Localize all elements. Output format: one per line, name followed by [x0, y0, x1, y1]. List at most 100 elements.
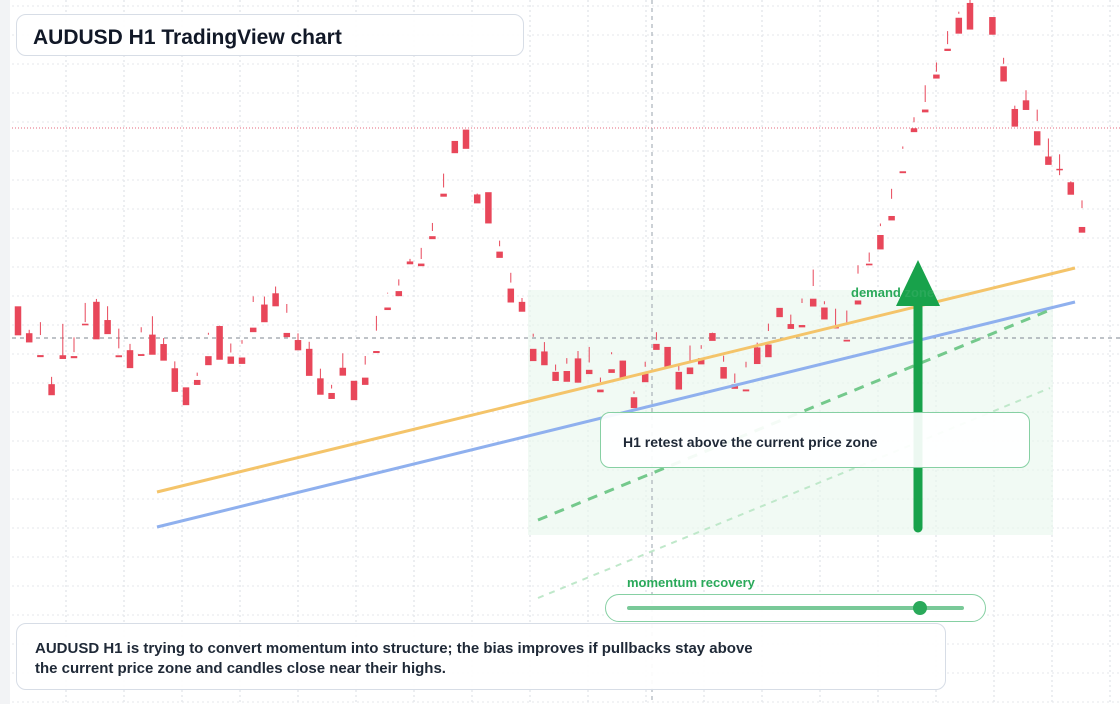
bearish-candle-body [205, 356, 212, 366]
bearish-candle-body [989, 17, 996, 35]
bearish-candle-body [137, 354, 145, 356]
bearish-candle-body [182, 387, 190, 406]
bearish-candle-body [249, 327, 257, 333]
price-scale-strip [0, 0, 10, 704]
bearish-candle-body [294, 340, 302, 351]
bearish-candle-body [339, 367, 347, 376]
bearish-candle-body [429, 236, 436, 240]
bearish-candle-body [1067, 182, 1075, 195]
bearish-candle-body [574, 358, 582, 383]
bearish-candle-body [496, 251, 503, 258]
bearish-candle-body [910, 128, 918, 133]
bearish-candle-body [451, 140, 459, 154]
bearish-candle-body [877, 234, 884, 250]
bearish-candle-body [608, 369, 615, 373]
bearish-candle-body [507, 288, 515, 303]
bearish-candle-body [944, 48, 951, 51]
bearish-candle-body [25, 333, 33, 343]
bearish-candle-body [395, 291, 403, 297]
bearish-candle-body [552, 371, 559, 381]
bearish-candle-body [1022, 100, 1030, 110]
bearish-candle-body [675, 371, 683, 390]
bearish-candle-body [753, 347, 761, 365]
bearish-candle-body [563, 371, 571, 382]
bearish-candle-body [518, 301, 526, 312]
bearish-candle-body [641, 373, 649, 383]
retest-callout-box: H1 retest above the current price zone [600, 412, 1030, 468]
bearish-candle-body [933, 74, 940, 79]
bearish-candle-body [709, 333, 716, 341]
bearish-candle-body [955, 17, 963, 34]
bearish-candle-body [126, 350, 134, 369]
bearish-candle-body [619, 360, 627, 378]
momentum-indicator [605, 594, 986, 622]
demand-zone-label: demand zone [851, 285, 935, 300]
summary-text: AUDUSD H1 is trying to convert momentum … [35, 640, 753, 677]
bearish-candle-body [37, 355, 44, 358]
bearish-candle-body [406, 261, 414, 265]
bearish-candle-body [115, 355, 123, 358]
bearish-candle-body [585, 369, 593, 375]
bearish-candle-body [742, 389, 750, 392]
bearish-candle-body [473, 194, 481, 204]
bearish-candle-body [854, 300, 862, 305]
candles-layer [14, 0, 1086, 409]
bearish-candle-body [843, 339, 851, 342]
bearish-candle-body [14, 306, 22, 336]
bearish-candle-body [1078, 226, 1086, 233]
bearish-candle-body [921, 109, 929, 113]
bearish-candle-body [597, 389, 604, 393]
momentum-label: momentum recovery [627, 575, 755, 590]
bearish-candle-body [305, 348, 313, 376]
green-upward-arrow-head [896, 260, 940, 306]
bearish-candle-body [664, 346, 671, 367]
bearish-candle-body [417, 263, 425, 267]
bearish-candle-body [720, 367, 727, 379]
bearish-candle-body [59, 355, 67, 359]
bearish-candle-body [93, 301, 100, 340]
bearish-candle-body [317, 378, 324, 395]
bearish-candle-body [462, 129, 470, 149]
momentum-track [627, 606, 964, 610]
bearish-candle-body [70, 356, 78, 359]
bearish-candle-body [697, 358, 705, 365]
bearish-candle-body [966, 2, 974, 30]
bearish-candle-body [440, 193, 447, 197]
bearish-candle-body [48, 384, 55, 396]
bearish-candle-body [888, 215, 895, 221]
bearish-candle-body [809, 298, 817, 307]
title-box: AUDUSD H1 TradingView chart [16, 14, 524, 56]
bearish-candle-body [238, 357, 246, 364]
bearish-candle-body [361, 377, 369, 385]
bearish-candle-body [1000, 66, 1007, 82]
momentum-knob [913, 601, 928, 615]
bearish-candle-body [216, 326, 223, 360]
bearish-candle-body [104, 320, 111, 335]
bearish-candle-body [541, 351, 548, 366]
bearish-candle-body [529, 348, 537, 362]
bearish-candle-body [350, 380, 358, 401]
bearish-candle-body [384, 307, 391, 311]
bearish-candle-body [171, 368, 179, 392]
bearish-candle-body [261, 304, 268, 323]
bearish-candle-body [1045, 156, 1052, 165]
bearish-candle-body [328, 392, 335, 399]
bearish-candle-body [787, 324, 795, 329]
bearish-candle-body [653, 343, 660, 350]
bearish-candle-body [686, 367, 694, 375]
retest-callout-text: H1 retest above the current price zone [623, 434, 878, 450]
bearish-candle-body [160, 344, 167, 361]
summary-box: AUDUSD H1 is trying to convert momentum … [16, 623, 946, 690]
bearish-candle-body [798, 325, 806, 328]
bearish-candle-body [821, 307, 828, 320]
bearish-candle-body [1033, 131, 1041, 146]
bearish-candle-body [776, 307, 783, 318]
bearish-candle-body [865, 263, 873, 266]
bearish-candle-body [193, 379, 201, 385]
bearish-candle-body [630, 397, 638, 409]
bearish-candle-body [272, 293, 279, 307]
bearish-candle-body [373, 351, 380, 354]
bearish-candle-body [1056, 168, 1063, 171]
bearish-candle-body [283, 332, 291, 338]
